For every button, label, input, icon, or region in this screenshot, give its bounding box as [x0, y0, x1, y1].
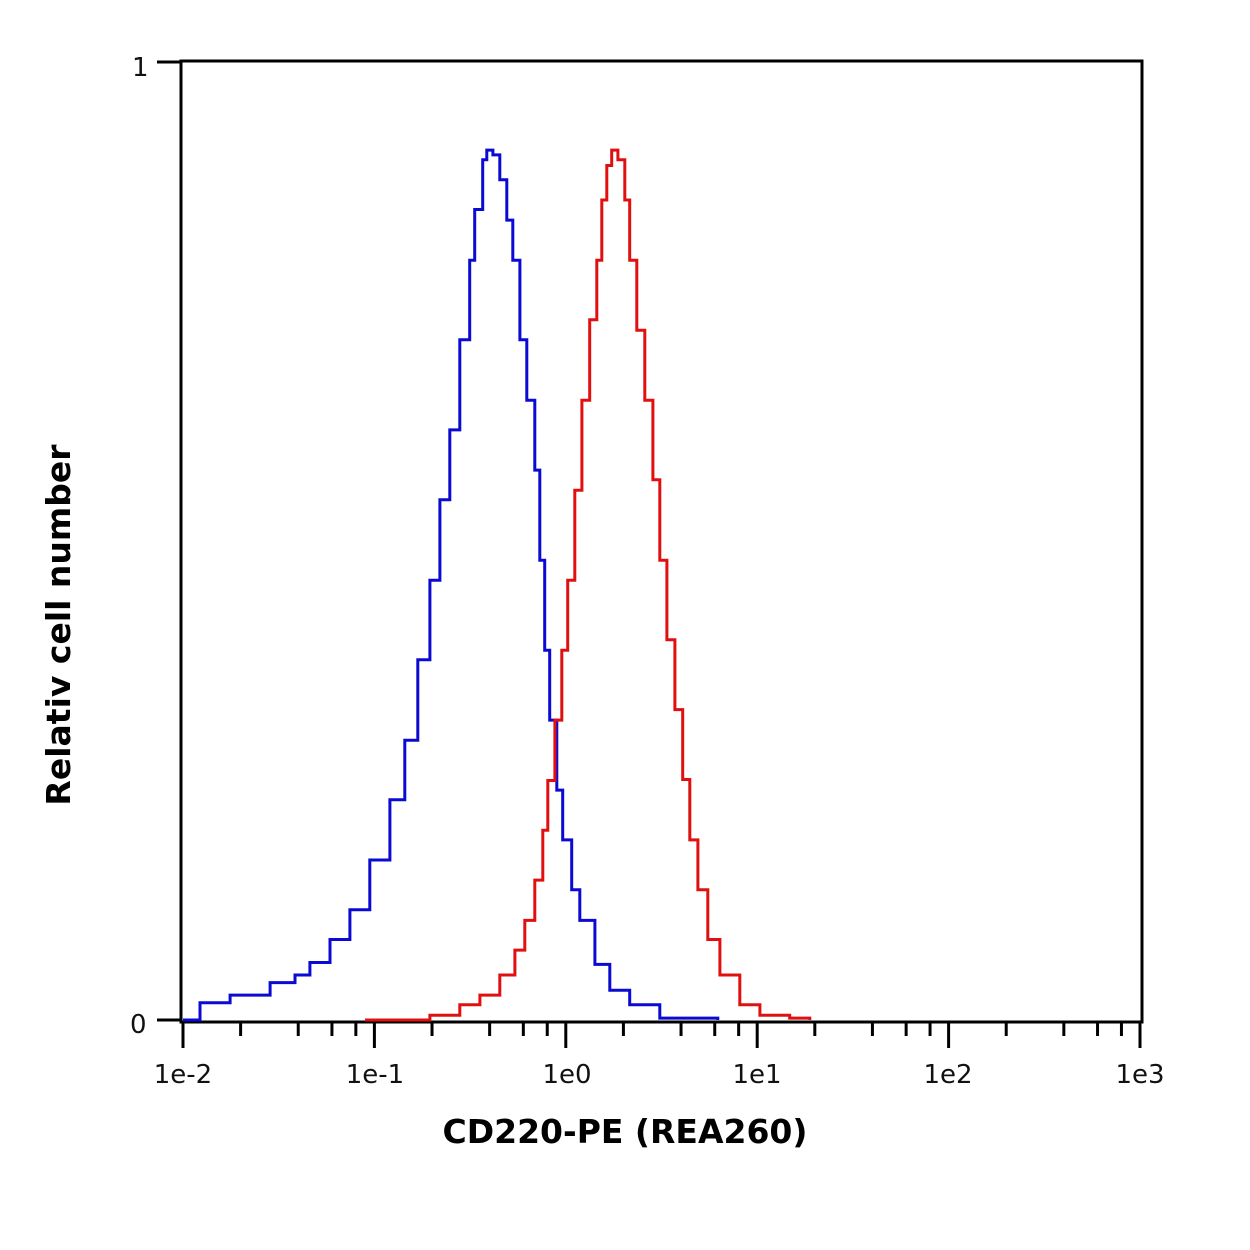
- x-tick-label: 1e-1: [346, 1060, 404, 1090]
- stained-histogram-line: [365, 148, 812, 1022]
- x-tick-label: 1e0: [542, 1060, 591, 1090]
- y-axis-title: Relativ cell number: [39, 444, 78, 806]
- x-tick-label: 1e-2: [154, 1060, 212, 1090]
- y-tick-label-top: 1: [132, 53, 149, 83]
- x-tick-label: 1e2: [923, 1060, 972, 1090]
- control-histogram-line: [183, 148, 720, 1022]
- x-axis-title: CD220-PE (REA260): [443, 1112, 808, 1151]
- plot-frame: [179, 59, 1144, 1024]
- x-axis-ticks: [181, 1022, 1142, 1048]
- y-tick-label-bottom: 0: [130, 1010, 147, 1040]
- x-tick-label: 1e1: [732, 1060, 781, 1090]
- x-tick-label: 1e3: [1115, 1060, 1164, 1090]
